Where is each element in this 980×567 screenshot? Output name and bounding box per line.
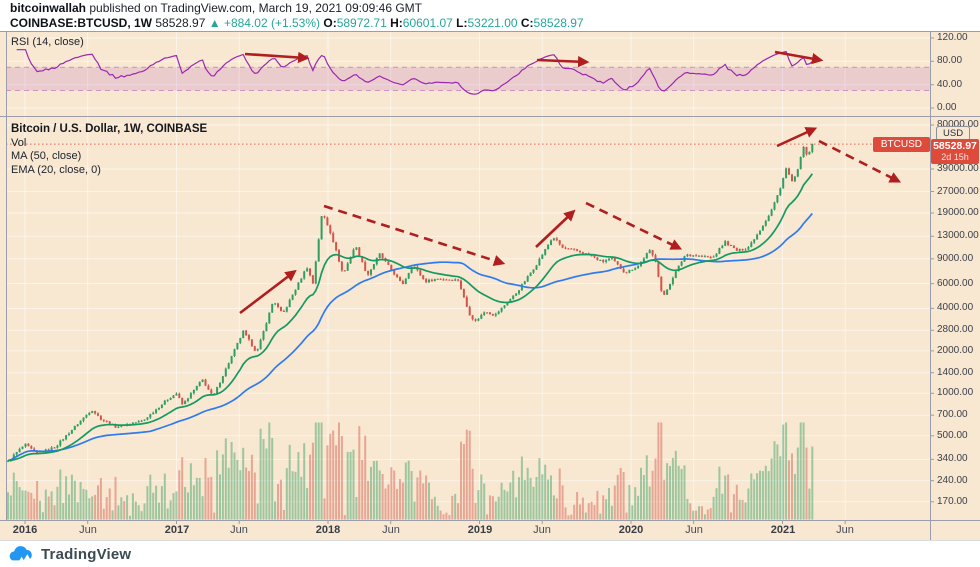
last-price-value: 58528.97: [933, 140, 977, 152]
ohlc-segment: 58528.97: [533, 16, 584, 30]
ohlc-segment: ▲ +884.02 (+1.53%): [208, 16, 324, 30]
publish-timestamp: published on TradingView.com, March 19, …: [86, 1, 422, 15]
time-tick-label: Jun: [836, 524, 854, 536]
time-tick-label: Jun: [79, 524, 97, 536]
time-tick-label: 2021: [770, 524, 796, 536]
time-tick-label: 2017: [164, 524, 190, 536]
price-tick-label: 2000.00: [937, 344, 974, 356]
ohlc-segment: C:: [520, 16, 534, 30]
price-tick-label: 13000.00: [937, 230, 979, 242]
ema-legend: EMA (20, close, 0): [11, 163, 101, 176]
price-tick-label: 700.00: [937, 409, 968, 421]
main-chart-legend: Bitcoin / U.S. Dollar, 1W, COINBASE Vol …: [11, 123, 207, 177]
publish-header: bitcoinwallah published on TradingView.c…: [0, 0, 980, 31]
time-tick-label: 2016: [12, 524, 38, 536]
ohlc-segment: H:: [390, 16, 403, 30]
ma-legend: MA (50, close): [11, 150, 82, 162]
symbol-ohlc-line: COINBASE:BTCUSD, 1W 58528.97 ▲ +884.02 (…: [10, 16, 584, 30]
rsi-tick-label: 80.00: [937, 55, 963, 67]
price-tick-label: 1000.00: [937, 387, 974, 399]
price-tick-label: 340.00: [937, 453, 968, 465]
price-tick-label: 1400.00: [937, 366, 974, 378]
volume-legend: Vol: [11, 136, 27, 149]
last-price-axis-label: 58528.97 2d 15h: [931, 139, 979, 164]
ohlc-segment: 58528.97: [152, 16, 209, 30]
time-tick-label: Jun: [685, 524, 703, 536]
price-tick-label: 2800.00: [937, 324, 974, 336]
rsi-tick-label: 0.00: [937, 102, 957, 113]
author-name: bitcoinwallah: [10, 1, 87, 15]
price-tick-label: 170.00: [937, 495, 968, 507]
price-tick-label: 9000.00: [937, 252, 974, 264]
tradingview-logo-icon[interactable]: [9, 545, 34, 563]
symbol-title: Bitcoin / U.S. Dollar, 1W, COINBASE: [11, 123, 208, 135]
last-price-symbol-label: BTCUSD: [872, 137, 930, 152]
rsi-tick-label: 40.00: [937, 78, 963, 90]
bar-countdown: 2d 15h: [941, 152, 969, 162]
price-tick-label: 80000.00: [937, 119, 979, 130]
publish-info-line: bitcoinwallah published on TradingView.c…: [10, 1, 422, 15]
price-tick-label: 19000.00: [937, 207, 979, 219]
price-tick-label: 240.00: [937, 474, 968, 486]
price-tick-label: 27000.00: [937, 185, 979, 197]
price-tick-label: 6000.00: [937, 277, 974, 289]
time-tick-label: 2020: [618, 524, 644, 536]
ohlc-segment: O:: [323, 16, 337, 30]
rsi-tick-label: 120.00: [937, 32, 968, 43]
tradingview-brand[interactable]: TradingView: [41, 545, 132, 563]
ohlc-segment: 53221.00: [467, 16, 521, 30]
ohlc-segment: L:: [456, 16, 468, 30]
time-tick-label: 2018: [315, 524, 341, 536]
ohlc-segment: COINBASE:BTCUSD, 1W: [10, 16, 153, 30]
ohlc-segment: 58972.71: [336, 16, 391, 30]
price-tick-label: 4000.00: [937, 302, 974, 314]
price-tick-label: 39000.00: [937, 162, 979, 174]
time-tick-label: Jun: [533, 524, 551, 536]
price-tick-label: 500.00: [937, 429, 968, 441]
time-tick-label: 2019: [467, 524, 493, 536]
tradingview-footer: TradingView: [0, 540, 980, 567]
time-tick-label: Jun: [382, 524, 400, 536]
rsi-legend: RSI (14, close): [11, 36, 84, 48]
time-tick-label: Jun: [230, 524, 248, 536]
ohlc-segment: 60601.07: [402, 16, 457, 30]
